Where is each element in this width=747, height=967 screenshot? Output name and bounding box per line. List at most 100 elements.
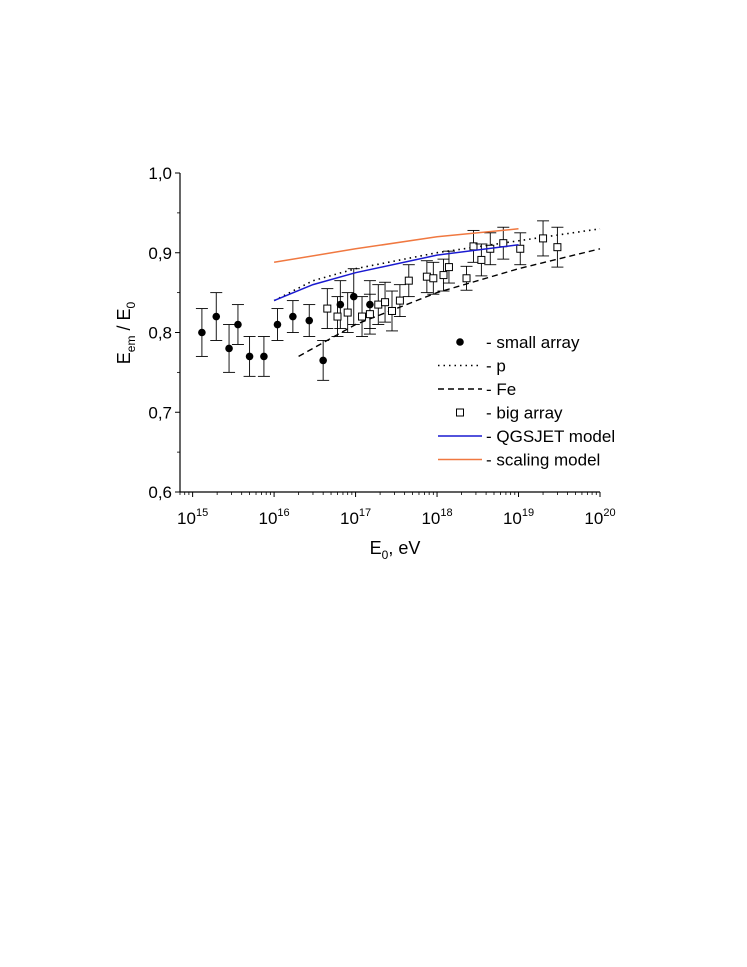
data-point-big-array bbox=[537, 220, 550, 257]
x-tick-label: 1018 bbox=[421, 507, 452, 528]
y-tick-label: 0,6 bbox=[148, 483, 172, 502]
marker-open-square bbox=[422, 272, 431, 281]
data-point-small-array bbox=[271, 308, 284, 341]
series-line-scaling-model bbox=[273, 228, 519, 264]
marker-open-square bbox=[365, 310, 374, 319]
y-axis-label-separator: / bbox=[114, 321, 134, 336]
x-tick-label-base: 10 bbox=[584, 509, 603, 528]
data-point-big-array bbox=[437, 258, 450, 292]
y-axis-label: Eem / E0 bbox=[114, 301, 138, 364]
series-line-fe bbox=[298, 248, 601, 358]
marker-open-square bbox=[343, 308, 352, 317]
data-point-big-array bbox=[363, 293, 376, 335]
marker-filled-circle bbox=[319, 356, 327, 365]
data-point-big-array bbox=[393, 284, 406, 317]
legend-label: - QGSJET model bbox=[486, 427, 615, 446]
x-tick-label: 1019 bbox=[503, 507, 534, 528]
marker-filled-circle bbox=[198, 328, 206, 337]
data-point-small-array bbox=[231, 304, 244, 345]
marker-filled-circle bbox=[349, 292, 358, 301]
data-point-small-array bbox=[223, 324, 236, 373]
data-point-big-array bbox=[497, 226, 510, 260]
marker-filled-circle bbox=[260, 352, 268, 361]
x-tick-label: 1016 bbox=[259, 507, 290, 528]
data-point-big-array bbox=[356, 296, 369, 337]
y-tick-label: 0,8 bbox=[148, 324, 172, 343]
data-point-small-array bbox=[286, 300, 299, 333]
data-point-big-array bbox=[460, 265, 473, 291]
x-tick-label: 1017 bbox=[340, 507, 371, 528]
series-line-qgsjet-model bbox=[273, 244, 519, 302]
legend-label: - big array bbox=[486, 404, 563, 423]
data-point-big-array bbox=[427, 261, 440, 295]
marker-open-square bbox=[477, 255, 486, 264]
y-axis-label-numerator: E bbox=[114, 352, 134, 364]
data-point-small-array bbox=[317, 340, 330, 381]
x-tick-label-base: 10 bbox=[421, 509, 440, 528]
x-tick-label-base: 10 bbox=[340, 509, 359, 528]
marker-open-square bbox=[388, 306, 397, 315]
legend-item: - scaling model bbox=[438, 451, 600, 470]
marker-open-square bbox=[429, 274, 438, 283]
legend-item: - small array bbox=[456, 333, 580, 352]
y-tick-label: 0,7 bbox=[148, 403, 172, 422]
data-point-big-array bbox=[402, 264, 415, 298]
data-point-big-array bbox=[379, 281, 392, 323]
legend: - small array - p - Fe - big array - QGSJET … bbox=[438, 333, 615, 470]
data-point-big-array bbox=[551, 226, 564, 268]
x-axis-label-symbol: E bbox=[370, 538, 382, 558]
x-tick-label-base: 10 bbox=[259, 509, 278, 528]
legend-marker-filled-circle bbox=[456, 338, 464, 346]
data-point-small-array bbox=[257, 336, 270, 377]
marker-open-square bbox=[404, 276, 413, 285]
marker-filled-circle bbox=[225, 344, 233, 353]
data-point-big-array bbox=[514, 232, 527, 266]
legend-item: - QGSJET model bbox=[438, 427, 615, 446]
marker-filled-circle bbox=[289, 312, 297, 321]
marker-open-square bbox=[374, 300, 383, 309]
plot-area bbox=[195, 220, 601, 381]
y-axis-label-denominator: E bbox=[114, 308, 134, 320]
marker-open-square bbox=[444, 263, 453, 272]
marker-filled-circle bbox=[336, 300, 345, 309]
x-tick-label-exponent: 19 bbox=[522, 507, 534, 519]
marker-open-square bbox=[333, 312, 342, 321]
marker-open-square bbox=[499, 239, 508, 248]
data-point-big-array bbox=[341, 292, 354, 333]
marker-filled-circle bbox=[212, 312, 221, 321]
legend-item: - p bbox=[438, 357, 506, 376]
x-tick-label-exponent: 18 bbox=[440, 507, 452, 519]
data-point-small-array bbox=[210, 292, 223, 341]
legend-label: - p bbox=[486, 357, 506, 376]
y-tick-label: 1,0 bbox=[148, 164, 172, 183]
legend-item: - big array bbox=[456, 404, 563, 423]
data-point-small-array bbox=[243, 336, 256, 377]
marker-filled-circle bbox=[273, 320, 282, 329]
x-tick-label-exponent: 16 bbox=[277, 507, 289, 519]
marker-open-square bbox=[462, 274, 471, 283]
x-tick-label: 1020 bbox=[584, 507, 615, 528]
x-tick-label-exponent: 17 bbox=[359, 507, 371, 519]
axes: 1015 1016 1017 1018 1019 10200,60,70,80,91,0E… bbox=[114, 164, 616, 562]
x-tick-label: 1015 bbox=[177, 507, 208, 528]
x-axis-label-subscript: 0 bbox=[382, 548, 389, 562]
data-point-big-array bbox=[442, 250, 455, 284]
marker-open-square bbox=[323, 304, 332, 313]
marker-filled-circle bbox=[245, 352, 254, 361]
data-point-small-array bbox=[303, 304, 316, 337]
legend-marker-open-square bbox=[456, 408, 464, 417]
y-axis-label-denominator-subscript: 0 bbox=[124, 301, 138, 308]
x-tick-label-base: 10 bbox=[503, 509, 522, 528]
legend-label: - Fe bbox=[486, 380, 516, 399]
data-point-small-array bbox=[195, 308, 208, 357]
data-point-big-array bbox=[386, 290, 399, 332]
x-tick-label-base: 10 bbox=[177, 509, 196, 528]
y-tick-label: 0,9 bbox=[148, 244, 172, 263]
x-axis-label-unit: , eV bbox=[388, 538, 420, 558]
legend-item: - Fe bbox=[438, 380, 516, 399]
y-axis-label-numerator-subscript: em bbox=[124, 336, 138, 353]
x-tick-label-exponent: 20 bbox=[603, 507, 615, 519]
marker-filled-circle bbox=[234, 320, 242, 329]
